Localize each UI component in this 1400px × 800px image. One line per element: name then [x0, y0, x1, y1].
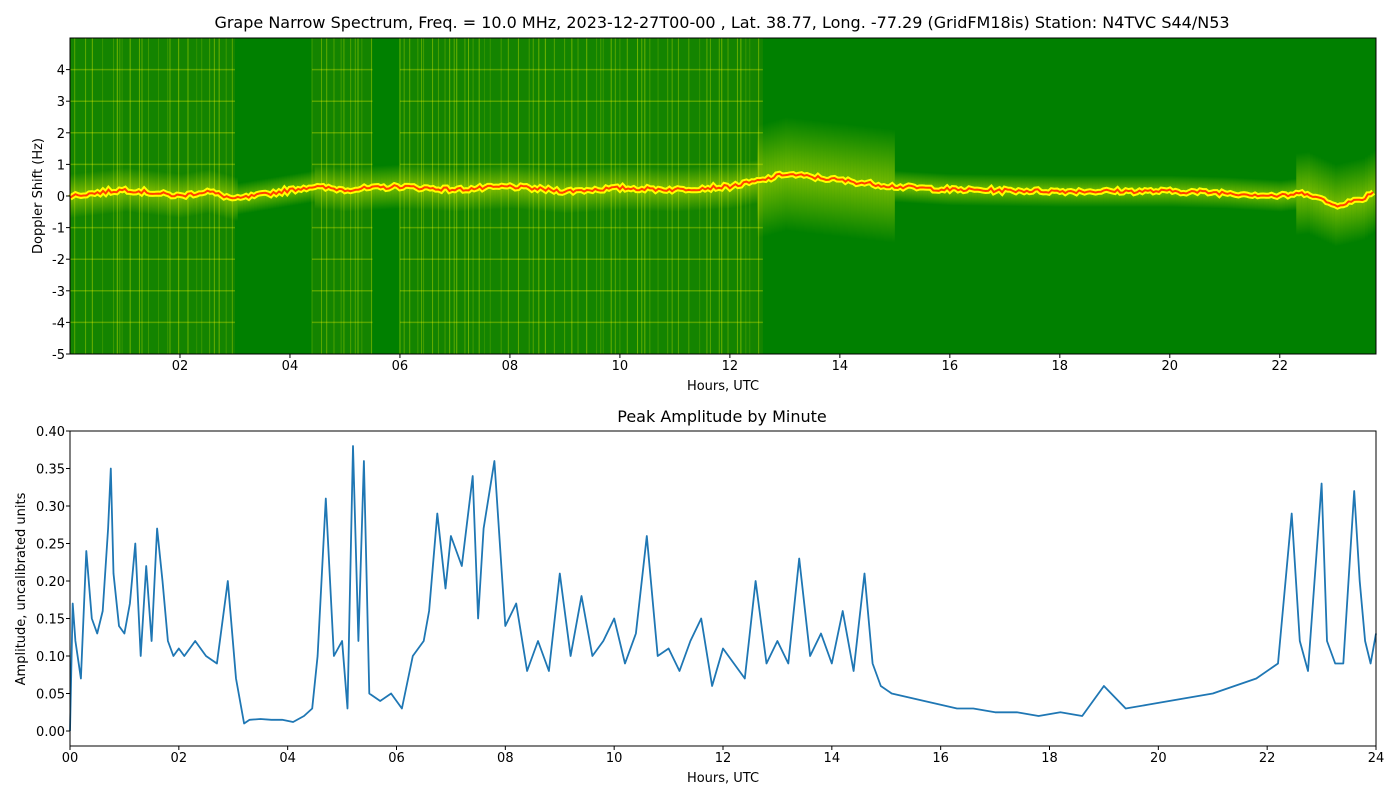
amplitude-panel: Peak Amplitude by Minute 00 02 04 06 08 10 12 1… — [14, 407, 1384, 786]
spectrogram-x-tick-label: 08 — [502, 359, 519, 374]
spectrogram-x-tick-label: 10 — [612, 359, 629, 374]
spectrogram-y-tick-label: 1 — [57, 158, 65, 173]
amplitude-x-tick-label: 18 — [1041, 751, 1058, 766]
spectrogram-y-tick-label: -3 — [52, 285, 65, 300]
amplitude-xlabel: Hours, UTC — [687, 771, 759, 786]
amplitude-series-line — [69, 445, 1377, 732]
amplitude-x-tick-label: 04 — [279, 751, 296, 766]
spectrogram-carrier-core — [69, 172, 1374, 208]
spectrogram-y-tick-label: -2 — [52, 253, 65, 268]
spectrogram-image — [68, 38, 1376, 354]
amplitude-x-tick-label: 14 — [824, 751, 841, 766]
spectrogram-x-tick-label: 06 — [392, 359, 409, 374]
spectrogram-ylabel: Doppler Shift (Hz) — [31, 138, 46, 254]
amplitude-plot-area — [69, 445, 1377, 732]
amplitude-y-tick-label: 0.10 — [36, 650, 65, 665]
spectrogram-title: Grape Narrow Spectrum, Freq. = 10.0 MHz,… — [214, 13, 1229, 32]
amplitude-x-tick-label: 10 — [606, 751, 623, 766]
amplitude-y-tick-label: 0.40 — [36, 425, 65, 440]
spectrogram-x-tick-label: 16 — [942, 359, 959, 374]
spectrogram-y-tick-label: -4 — [52, 316, 65, 331]
spectrogram-x-tick-label: 18 — [1052, 359, 1069, 374]
spectrogram-y-tick-label: 3 — [57, 95, 65, 110]
spectrogram-y-ticks: -5 -4 -3 -2 -1 0 1 2 3 4 — [52, 64, 70, 363]
amplitude-y-tick-label: 0.30 — [36, 500, 65, 515]
spectrogram-x-tick-label: 22 — [1271, 359, 1288, 374]
amplitude-y-tick-label: 0.35 — [36, 463, 65, 478]
amplitude-y-ticks: 0.00 0.05 0.10 0.15 0.20 0.25 0.30 0.35 0.40 — [36, 425, 70, 740]
spectrogram-x-tick-label: 02 — [172, 359, 189, 374]
spectrogram-y-tick-label: 2 — [57, 127, 65, 142]
amplitude-x-tick-label: 20 — [1150, 751, 1167, 766]
amplitude-x-tick-label: 02 — [171, 751, 188, 766]
spectrogram-y-tick-label: 4 — [57, 64, 65, 79]
amplitude-ylabel: Amplitude, uncalibrated units — [14, 492, 29, 685]
spectrogram-x-tick-label: 04 — [282, 359, 299, 374]
amplitude-x-tick-label: 06 — [388, 751, 405, 766]
spectrogram-y-tick-label: -1 — [52, 222, 65, 237]
spectrogram-x-tick-label: 12 — [722, 359, 739, 374]
amplitude-x-tick-label: 00 — [62, 751, 79, 766]
amplitude-title: Peak Amplitude by Minute — [617, 407, 827, 426]
amplitude-y-tick-label: 0.25 — [36, 538, 65, 553]
amplitude-y-tick-label: 0.00 — [36, 725, 65, 740]
spectrogram-y-tick-label: 0 — [57, 190, 65, 205]
spectrogram-x-tick-label: 14 — [832, 359, 849, 374]
amplitude-x-tick-label: 16 — [932, 751, 949, 766]
spectrogram-xlabel: Hours, UTC — [687, 379, 759, 394]
spectrogram-x-ticks: 02 04 06 08 10 12 14 16 18 20 22 — [172, 354, 1288, 374]
amplitude-x-tick-label: 24 — [1368, 751, 1385, 766]
amplitude-x-tick-label: 08 — [497, 751, 514, 766]
amplitude-x-ticks: 00 02 04 06 08 10 12 14 16 18 20 22 24 — [62, 746, 1385, 766]
spectrogram-panel: Grape Narrow Spectrum, Freq. = 10.0 MHz,… — [31, 13, 1377, 394]
amplitude-y-tick-label: 0.05 — [36, 688, 65, 703]
amplitude-x-tick-label: 22 — [1259, 751, 1276, 766]
spectrogram-y-tick-label: -5 — [52, 348, 65, 363]
amplitude-y-tick-label: 0.15 — [36, 613, 65, 628]
amplitude-y-tick-label: 0.20 — [36, 575, 65, 590]
spectrogram-x-tick-label: 20 — [1162, 359, 1179, 374]
amplitude-x-tick-label: 12 — [715, 751, 732, 766]
